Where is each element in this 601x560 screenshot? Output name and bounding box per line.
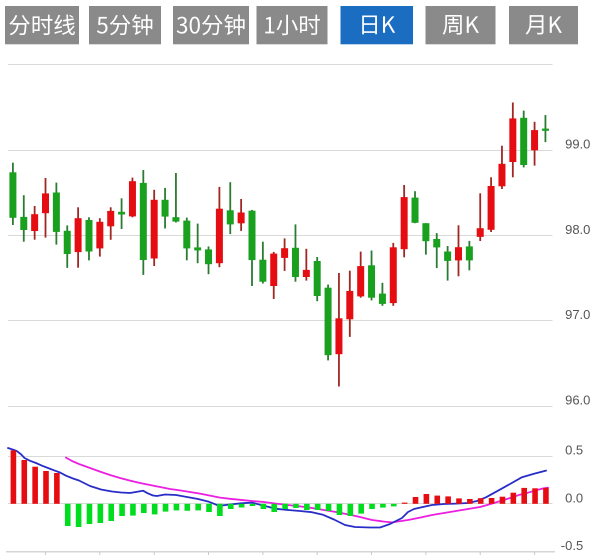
svg-text:97.0: 97.0	[565, 307, 590, 322]
svg-text:96.0: 96.0	[565, 393, 590, 408]
svg-text:-0.5: -0.5	[561, 538, 583, 553]
svg-text:98.0: 98.0	[565, 222, 590, 237]
svg-text:99.0: 99.0	[565, 137, 590, 152]
svg-text:0.0: 0.0	[565, 490, 583, 505]
svg-text:0.5: 0.5	[565, 443, 583, 458]
